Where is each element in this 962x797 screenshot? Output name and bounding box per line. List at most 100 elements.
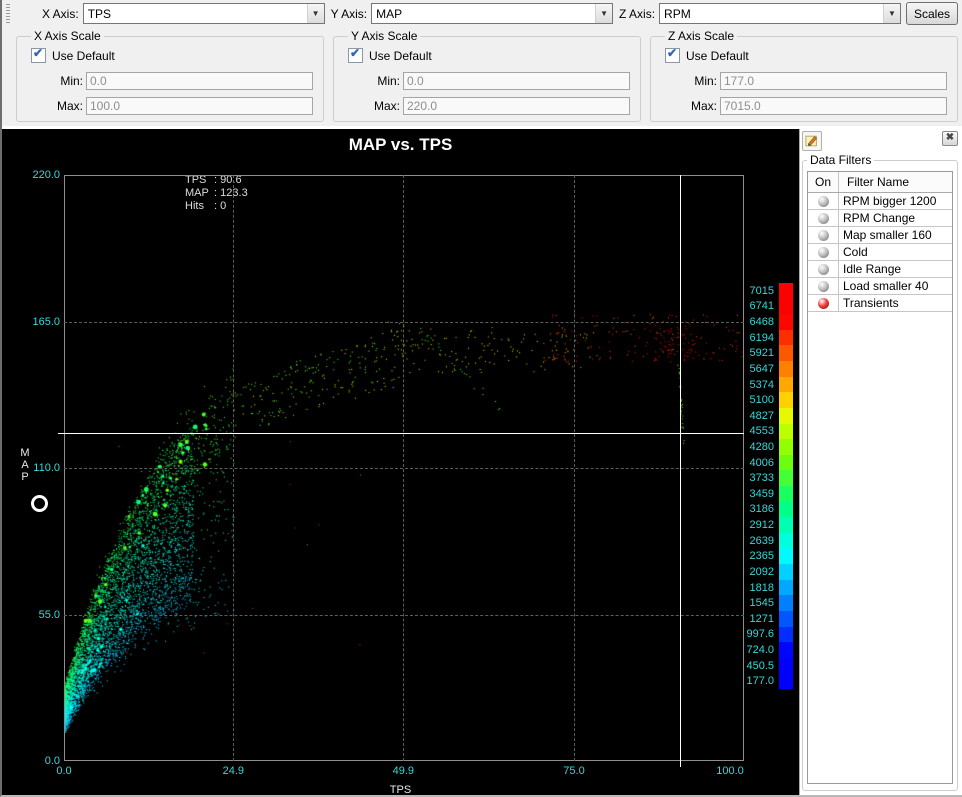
filter-on-cell[interactable] (808, 244, 839, 260)
data-filters-title: Data Filters (807, 153, 874, 167)
colorbar-tick-label: 2092 (724, 566, 774, 578)
x-use-default-checkbox[interactable]: ✔ (31, 48, 46, 63)
colorbar-tick-label: 6194 (724, 332, 774, 344)
filter-on-cell[interactable] (808, 227, 839, 243)
filter-status-sphere-icon[interactable] (818, 213, 829, 224)
filter-name[interactable]: Load smaller 40 (839, 279, 928, 293)
filter-status-sphere-icon[interactable] (818, 230, 829, 241)
colorbar-tick-label: 4827 (724, 410, 774, 422)
filter-row[interactable]: Cold (808, 244, 952, 261)
scales-row: X Axis Scale ✔ Use Default Min: Max: Y A… (2, 27, 962, 126)
colorbar-segment (779, 611, 793, 627)
z-max-label: Max: (665, 99, 717, 113)
y-max-input[interactable] (403, 97, 630, 115)
filter-on-cell[interactable] (808, 278, 839, 294)
colorbar-segment (779, 595, 793, 611)
x-axis-combobox[interactable]: TPS ▼ (83, 3, 325, 24)
check-icon: ✔ (350, 46, 360, 60)
gridline (64, 615, 744, 616)
chevron-down-icon[interactable]: ▼ (307, 4, 324, 23)
colorbar-tick-label: 3186 (724, 503, 774, 515)
filter-status-sphere-icon[interactable] (818, 264, 829, 275)
main-area: MAP vs. TPS TPS : 90.6 MAP : 123.3 Hits … (2, 126, 962, 795)
colorbar-segment (779, 673, 793, 689)
colorbar-tick-label: 5921 (724, 347, 774, 359)
x-axis-tick-label: 100.0 (705, 765, 755, 777)
scales-button[interactable]: Scales (906, 2, 958, 25)
colorbar-tick-label: 5374 (724, 379, 774, 391)
filter-on-cell[interactable] (808, 193, 839, 209)
gridline (64, 468, 744, 469)
y-axis-scale-title: Y Axis Scale (348, 29, 420, 43)
filter-row[interactable]: Transients (808, 295, 952, 312)
z-use-default-checkbox[interactable]: ✔ (665, 48, 680, 63)
filter-name[interactable]: Map smaller 160 (839, 228, 932, 242)
colorbar-segment (779, 502, 793, 518)
colorbar-segment (779, 392, 793, 408)
x-max-input[interactable] (86, 97, 313, 115)
x-min-input[interactable] (86, 72, 313, 90)
colorbar-tick-label: 450.5 (724, 660, 774, 672)
filter-on-cell[interactable] (808, 261, 839, 277)
filter-on-cell[interactable] (808, 210, 839, 226)
filter-status-sphere-icon[interactable] (818, 196, 829, 207)
colorbar-segment (779, 330, 793, 346)
edit-filters-button[interactable] (802, 131, 822, 151)
colorbar-segment (779, 345, 793, 361)
close-panel-button[interactable]: ✖ (942, 131, 958, 146)
colorbar-segment (779, 548, 793, 564)
gridline (64, 322, 744, 323)
filter-table-header: On Filter Name (808, 172, 952, 193)
x-axis-tick-label: 75.0 (549, 765, 599, 777)
filter-row[interactable]: RPM Change (808, 210, 952, 227)
colorbar-tick-label: 4553 (724, 425, 774, 437)
y-min-input[interactable] (403, 72, 630, 90)
z-axis-scale-group: Z Axis Scale ✔ Use Default Min: Max: (650, 29, 958, 122)
filter-name[interactable]: RPM Change (839, 211, 915, 225)
z-min-label: Min: (665, 74, 717, 88)
colorbar-tick-label: 4006 (724, 457, 774, 469)
colorbar-tick-label: 1818 (724, 582, 774, 594)
colorbar-segment (779, 486, 793, 502)
filter-row[interactable]: RPM bigger 1200 (808, 193, 952, 210)
toolbar-grip-handle[interactable] (6, 4, 10, 24)
filter-status-sphere-icon[interactable] (818, 298, 829, 309)
filter-on-cell[interactable] (808, 295, 839, 311)
y-use-default-checkbox[interactable]: ✔ (348, 48, 363, 63)
colorbar-tick-label: 177.0 (724, 675, 774, 687)
x-use-default-label: Use Default (52, 49, 115, 63)
colorbar-segment (779, 564, 793, 580)
colorbar-tick-label: 6468 (724, 316, 774, 328)
data-filters-group: Data Filters On Filter Name RPM bigger 1… (802, 153, 958, 791)
filter-status-sphere-icon[interactable] (818, 247, 829, 258)
colorbar-segment (779, 377, 793, 393)
filter-row[interactable]: Idle Range (808, 261, 952, 278)
colorbar-segment (779, 424, 793, 440)
filter-name[interactable]: Cold (839, 245, 868, 259)
colorbar-segment (779, 517, 793, 533)
filter-row[interactable]: Load smaller 40 (808, 278, 952, 295)
filter-row[interactable]: Map smaller 160 (808, 227, 952, 244)
z-use-default-label: Use Default (686, 49, 749, 63)
filter-name[interactable]: Idle Range (839, 262, 901, 276)
z-axis-combobox[interactable]: RPM ▼ (659, 3, 901, 24)
z-axis-label: Z Axis: (619, 7, 655, 21)
chevron-down-icon[interactable]: ▼ (883, 4, 900, 23)
filter-table-empty-area (808, 312, 952, 783)
y-axis-combobox[interactable]: MAP ▼ (371, 3, 613, 24)
filter-name[interactable]: RPM bigger 1200 (839, 194, 936, 208)
y-use-default-label: Use Default (369, 49, 432, 63)
colorbar-segment (779, 642, 793, 658)
colorbar-tick-label: 2912 (724, 519, 774, 531)
x-axis-tick-label: 0.0 (39, 765, 89, 777)
filter-status-sphere-icon[interactable] (818, 281, 829, 292)
filter-name[interactable]: Transients (839, 296, 899, 310)
chart-title: MAP vs. TPS (2, 135, 799, 155)
colorbar-segment (779, 283, 793, 299)
z-max-input[interactable] (720, 97, 947, 115)
colorbar-segment (779, 533, 793, 549)
y-axis-tick-label: 110.0 (10, 462, 60, 474)
z-min-input[interactable] (720, 72, 947, 90)
chevron-down-icon[interactable]: ▼ (595, 4, 612, 23)
axis-toolbar: X Axis: TPS ▼ Y Axis: MAP ▼ Z Axis: RPM … (2, 0, 962, 27)
